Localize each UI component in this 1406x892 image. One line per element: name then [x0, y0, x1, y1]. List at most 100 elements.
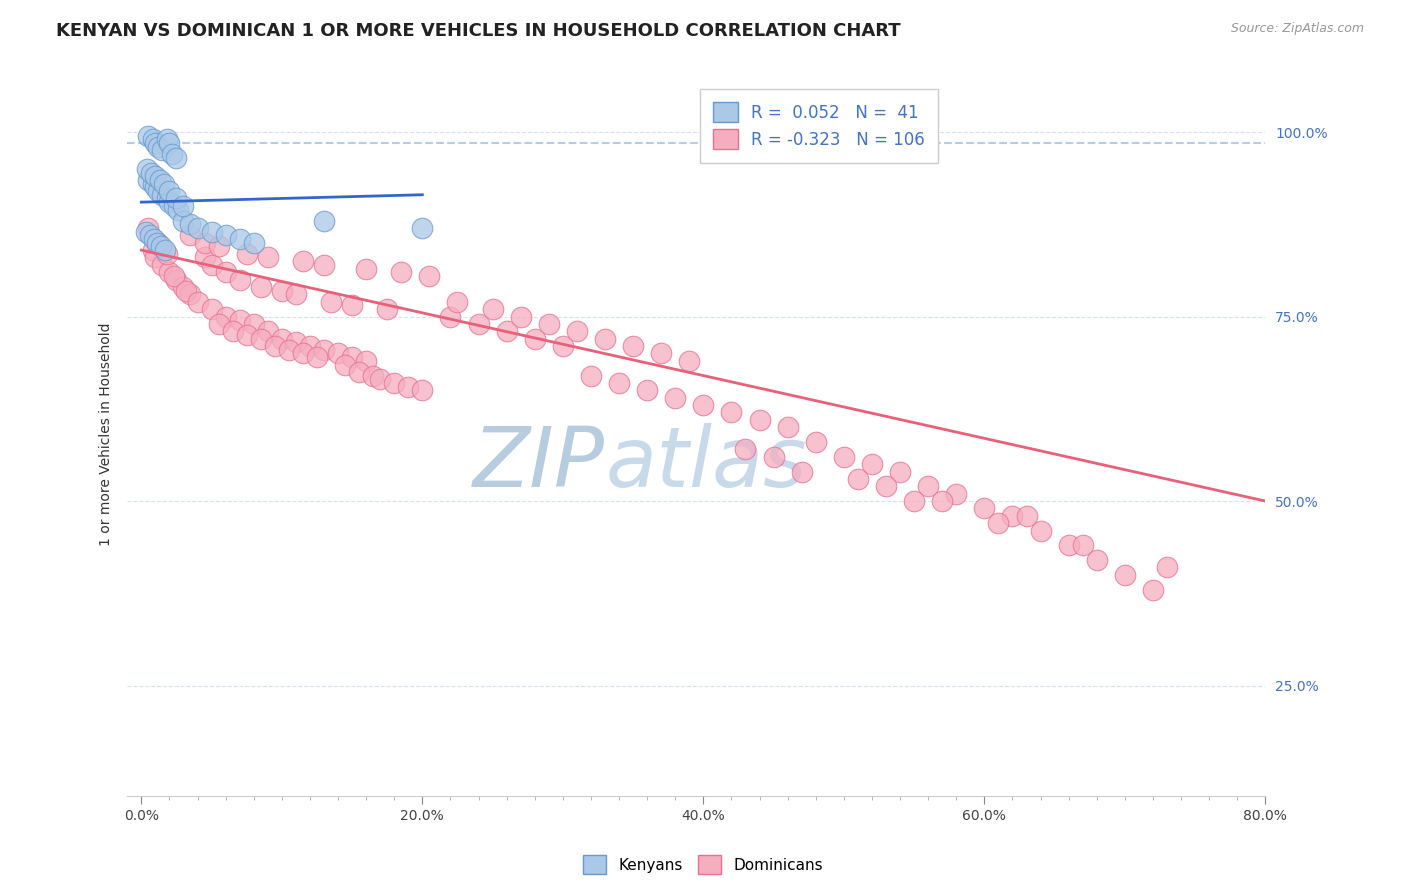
Point	[165, 191, 187, 205]
Point	[165, 151, 187, 165]
Point	[987, 516, 1010, 531]
Point	[973, 501, 995, 516]
Point	[903, 494, 925, 508]
Point	[157, 265, 180, 279]
Point	[284, 335, 307, 350]
Point	[305, 350, 328, 364]
Point	[200, 225, 222, 239]
Point	[155, 132, 177, 146]
Point	[157, 184, 180, 198]
Point	[650, 346, 672, 360]
Point	[607, 376, 630, 390]
Point	[172, 213, 194, 227]
Point	[790, 465, 813, 479]
Point	[312, 258, 335, 272]
Point	[277, 343, 299, 357]
Text: Source: ZipAtlas.com: Source: ZipAtlas.com	[1230, 22, 1364, 36]
Point	[298, 339, 321, 353]
Point	[720, 405, 742, 419]
Point	[734, 442, 756, 457]
Text: ZIP: ZIP	[474, 423, 605, 504]
Point	[762, 450, 785, 464]
Point	[193, 235, 215, 250]
Point	[162, 199, 184, 213]
Point	[193, 251, 215, 265]
Point	[636, 384, 658, 398]
Point	[832, 450, 855, 464]
Point	[375, 302, 398, 317]
Point	[165, 272, 187, 286]
Point	[155, 247, 177, 261]
Point	[179, 287, 201, 301]
Legend: R =  0.052   N =  41, R = -0.323   N = 106: R = 0.052 N = 41, R = -0.323 N = 106	[700, 88, 938, 162]
Point	[166, 202, 188, 217]
Point	[200, 258, 222, 272]
Y-axis label: 1 or more Vehicles in Household: 1 or more Vehicles in Household	[100, 323, 114, 547]
Point	[1029, 524, 1052, 538]
Point	[155, 191, 177, 205]
Point	[776, 420, 799, 434]
Point	[179, 217, 201, 231]
Point	[200, 302, 222, 317]
Point	[179, 228, 201, 243]
Point	[256, 251, 278, 265]
Point	[509, 310, 531, 324]
Point	[523, 332, 546, 346]
Point	[146, 235, 169, 250]
Point	[361, 368, 384, 383]
Point	[495, 324, 517, 338]
Point	[889, 465, 911, 479]
Point	[141, 132, 163, 146]
Point	[138, 228, 160, 243]
Point	[141, 177, 163, 191]
Point	[340, 350, 363, 364]
Point	[150, 187, 173, 202]
Point	[152, 177, 174, 191]
Point	[214, 265, 236, 279]
Point	[157, 136, 180, 150]
Point	[565, 324, 588, 338]
Point	[1001, 508, 1024, 523]
Point	[146, 184, 169, 198]
Point	[354, 354, 377, 368]
Point	[256, 324, 278, 338]
Point	[207, 239, 229, 253]
Point	[804, 435, 827, 450]
Point	[249, 280, 271, 294]
Point	[333, 358, 356, 372]
Point	[149, 239, 172, 253]
Point	[242, 235, 264, 250]
Point	[326, 346, 349, 360]
Point	[186, 294, 208, 309]
Point	[875, 479, 897, 493]
Point	[270, 284, 292, 298]
Point	[143, 169, 166, 184]
Point	[172, 280, 194, 294]
Point	[228, 313, 250, 327]
Point	[160, 147, 183, 161]
Point	[1085, 553, 1108, 567]
Point	[142, 232, 165, 246]
Point	[148, 173, 170, 187]
Point	[1071, 538, 1094, 552]
Point	[382, 376, 405, 390]
Point	[153, 243, 176, 257]
Point	[579, 368, 602, 383]
Point	[312, 343, 335, 357]
Point	[235, 328, 257, 343]
Point	[354, 261, 377, 276]
Point	[172, 199, 194, 213]
Point	[228, 232, 250, 246]
Point	[1142, 582, 1164, 597]
Point	[1015, 508, 1038, 523]
Point	[418, 268, 440, 283]
Point	[214, 310, 236, 324]
Text: KENYAN VS DOMINICAN 1 OR MORE VEHICLES IN HOUSEHOLD CORRELATION CHART: KENYAN VS DOMINICAN 1 OR MORE VEHICLES I…	[56, 22, 901, 40]
Point	[143, 136, 166, 150]
Point	[917, 479, 939, 493]
Point	[207, 317, 229, 331]
Point	[143, 251, 166, 265]
Point	[150, 144, 173, 158]
Point	[157, 195, 180, 210]
Point	[174, 284, 197, 298]
